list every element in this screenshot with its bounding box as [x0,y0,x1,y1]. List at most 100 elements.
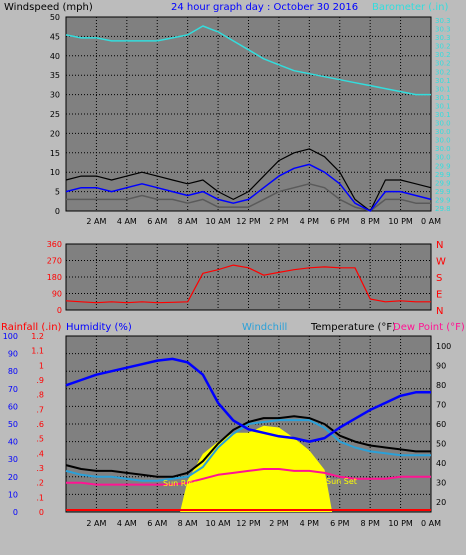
humidity-tick-label: 70 [8,385,18,394]
temperature-x-tick-label: 4 AM [117,519,137,528]
sunrise-label: Sun Rise [163,479,198,488]
temperature-tick-label: 30 [436,479,446,488]
humidity-tick-label: 80 [8,367,18,376]
temperature-tick-label: 60 [436,420,446,429]
windspeed-tick-label: 15 [50,149,60,158]
humidity-tick-label: 10 [8,490,18,499]
temperature-tick-label: 20 [436,498,446,507]
rainfall-tick-label: .7 [36,405,44,414]
humidity-tick-label: 40 [8,438,18,447]
humidity-line [65,357,431,443]
windspeed-tick-label: 25 [50,110,60,119]
rainfall-tick-label: .9 [36,376,44,385]
barometer-tick-label: 29.9 [435,196,451,204]
rainfall-tick-label: .2 [36,479,44,488]
wind-direction-tick-label: 180 [47,273,62,282]
barometer-tick-label: 29.9 [435,171,451,179]
dew-point-axis-label: Dew Point (°F) [393,322,465,333]
humidity-tick-label: 0 [13,508,18,517]
humidity-tick-label: 100 [3,332,18,341]
rainfall-tick-label: 0 [39,508,44,517]
wind-direction-tick-label: 270 [47,257,62,266]
temperature-x-tick-label: 10 PM [388,519,413,528]
temperature-axis-label: Temperature (°F) [310,322,396,333]
humidity-tick-label: 20 [8,473,18,482]
windspeed-average-line [65,163,432,212]
barometer-tick-label: 29.9 [435,188,451,196]
rainfall-tick-label: 1.1 [31,347,44,356]
windspeed-tick-label: 40 [50,52,60,61]
windspeed-tick-label: 30 [50,91,60,100]
wind-direction-line [65,264,431,304]
compass-tick-label: E [436,290,442,301]
windspeed-tick-label: 50 [50,13,60,22]
temperature-x-tick-label: 0 AM [421,519,441,528]
windspeed-axis-label: Windspeed (mph) [4,2,93,13]
windspeed-tick-label: 35 [50,71,60,80]
temperature-tick-label: 100 [436,342,451,351]
rainfall-tick-label: 1 [39,361,44,370]
rainfall-axis-label: Rainfall (.in) [1,322,62,333]
barometer-tick-label: 30.0 [435,145,451,153]
windspeed-x-tick-label: 10 AM [206,217,231,226]
temperature-x-tick-label: 10 AM [206,519,231,528]
barometer-tick-label: 30.1 [435,111,451,119]
barometer-tick-label: 29.9 [435,162,451,170]
barometer-tick-label: 30.3 [435,26,451,34]
rainfall-tick-label: .3 [36,464,44,473]
compass-tick-label: N [436,240,443,251]
barometer-tick-label: 30.3 [435,17,451,25]
windspeed-tick-label: 45 [50,32,60,41]
barometer-line [65,25,431,96]
windchill-line [65,419,431,482]
rainfall-tick-label: .5 [36,435,44,444]
windspeed-x-tick-label: 6 PM [330,217,349,226]
windspeed-x-tick-label: 6 AM [147,217,167,226]
temperature-tick-label: 90 [436,361,446,370]
barometer-tick-label: 30.0 [435,137,451,145]
barometer-tick-label: 30.2 [435,43,451,51]
humidity-tick-label: 90 [8,350,18,359]
temperature-x-tick-label: 2 AM [86,519,106,528]
humidity-tick-label: 50 [8,420,18,429]
windspeed-x-tick-label: 4 PM [300,217,319,226]
wind-direction-tick-label: 360 [47,240,62,249]
windspeed-x-tick-label: 10 PM [388,217,413,226]
windspeed-tick-label: 0 [55,207,60,216]
temperature-x-tick-label: 8 AM [178,519,198,528]
barometer-tick-label: 29.8 [435,205,451,213]
barometer-tick-label: 30.0 [435,154,451,162]
barometer-axis-label: Barometer (.in) [372,2,448,13]
windspeed-tick-label: 20 [50,129,60,138]
rainfall-tick-label: .8 [36,391,44,400]
barometer-tick-label: 30.1 [435,94,451,102]
compass-tick-label: S [436,273,442,284]
barometer-tick-label: 30.2 [435,68,451,76]
temperature-x-tick-label: 6 AM [147,519,167,528]
temperature-x-tick-label: 8 PM [360,519,379,528]
temperature-x-tick-label: 4 PM [300,519,319,528]
compass-tick-label: W [436,257,446,268]
humidity-tick-label: 60 [8,402,18,411]
temperature-tick-label: 70 [436,400,446,409]
temperature-x-tick-label: 2 PM [269,519,288,528]
barometer-tick-label: 30.1 [435,102,451,110]
barometer-tick-label: 30.2 [435,60,451,68]
compass-tick-label: N [436,306,443,317]
windspeed-x-tick-label: 8 AM [178,217,198,226]
windspeed-x-tick-label: 2 AM [86,217,106,226]
barometer-tick-label: 30.0 [435,120,451,128]
barometer-tick-label: 30.3 [435,34,451,42]
temperature-line [65,415,431,478]
windspeed-tick-label: 5 [55,188,60,197]
temperature-x-tick-label: 6 PM [330,519,349,528]
temperature-tick-label: 80 [436,381,446,390]
windspeed-x-tick-label: 4 AM [117,217,137,226]
wind-direction-tick-label: 0 [57,306,62,315]
windspeed-x-tick-label: 2 PM [269,217,288,226]
rainfall-tick-label: .6 [36,420,44,429]
dew-point-line [66,468,431,486]
rainfall-tick-label: 1.2 [31,332,44,341]
windspeed-x-tick-label: 12 PM [236,217,261,226]
